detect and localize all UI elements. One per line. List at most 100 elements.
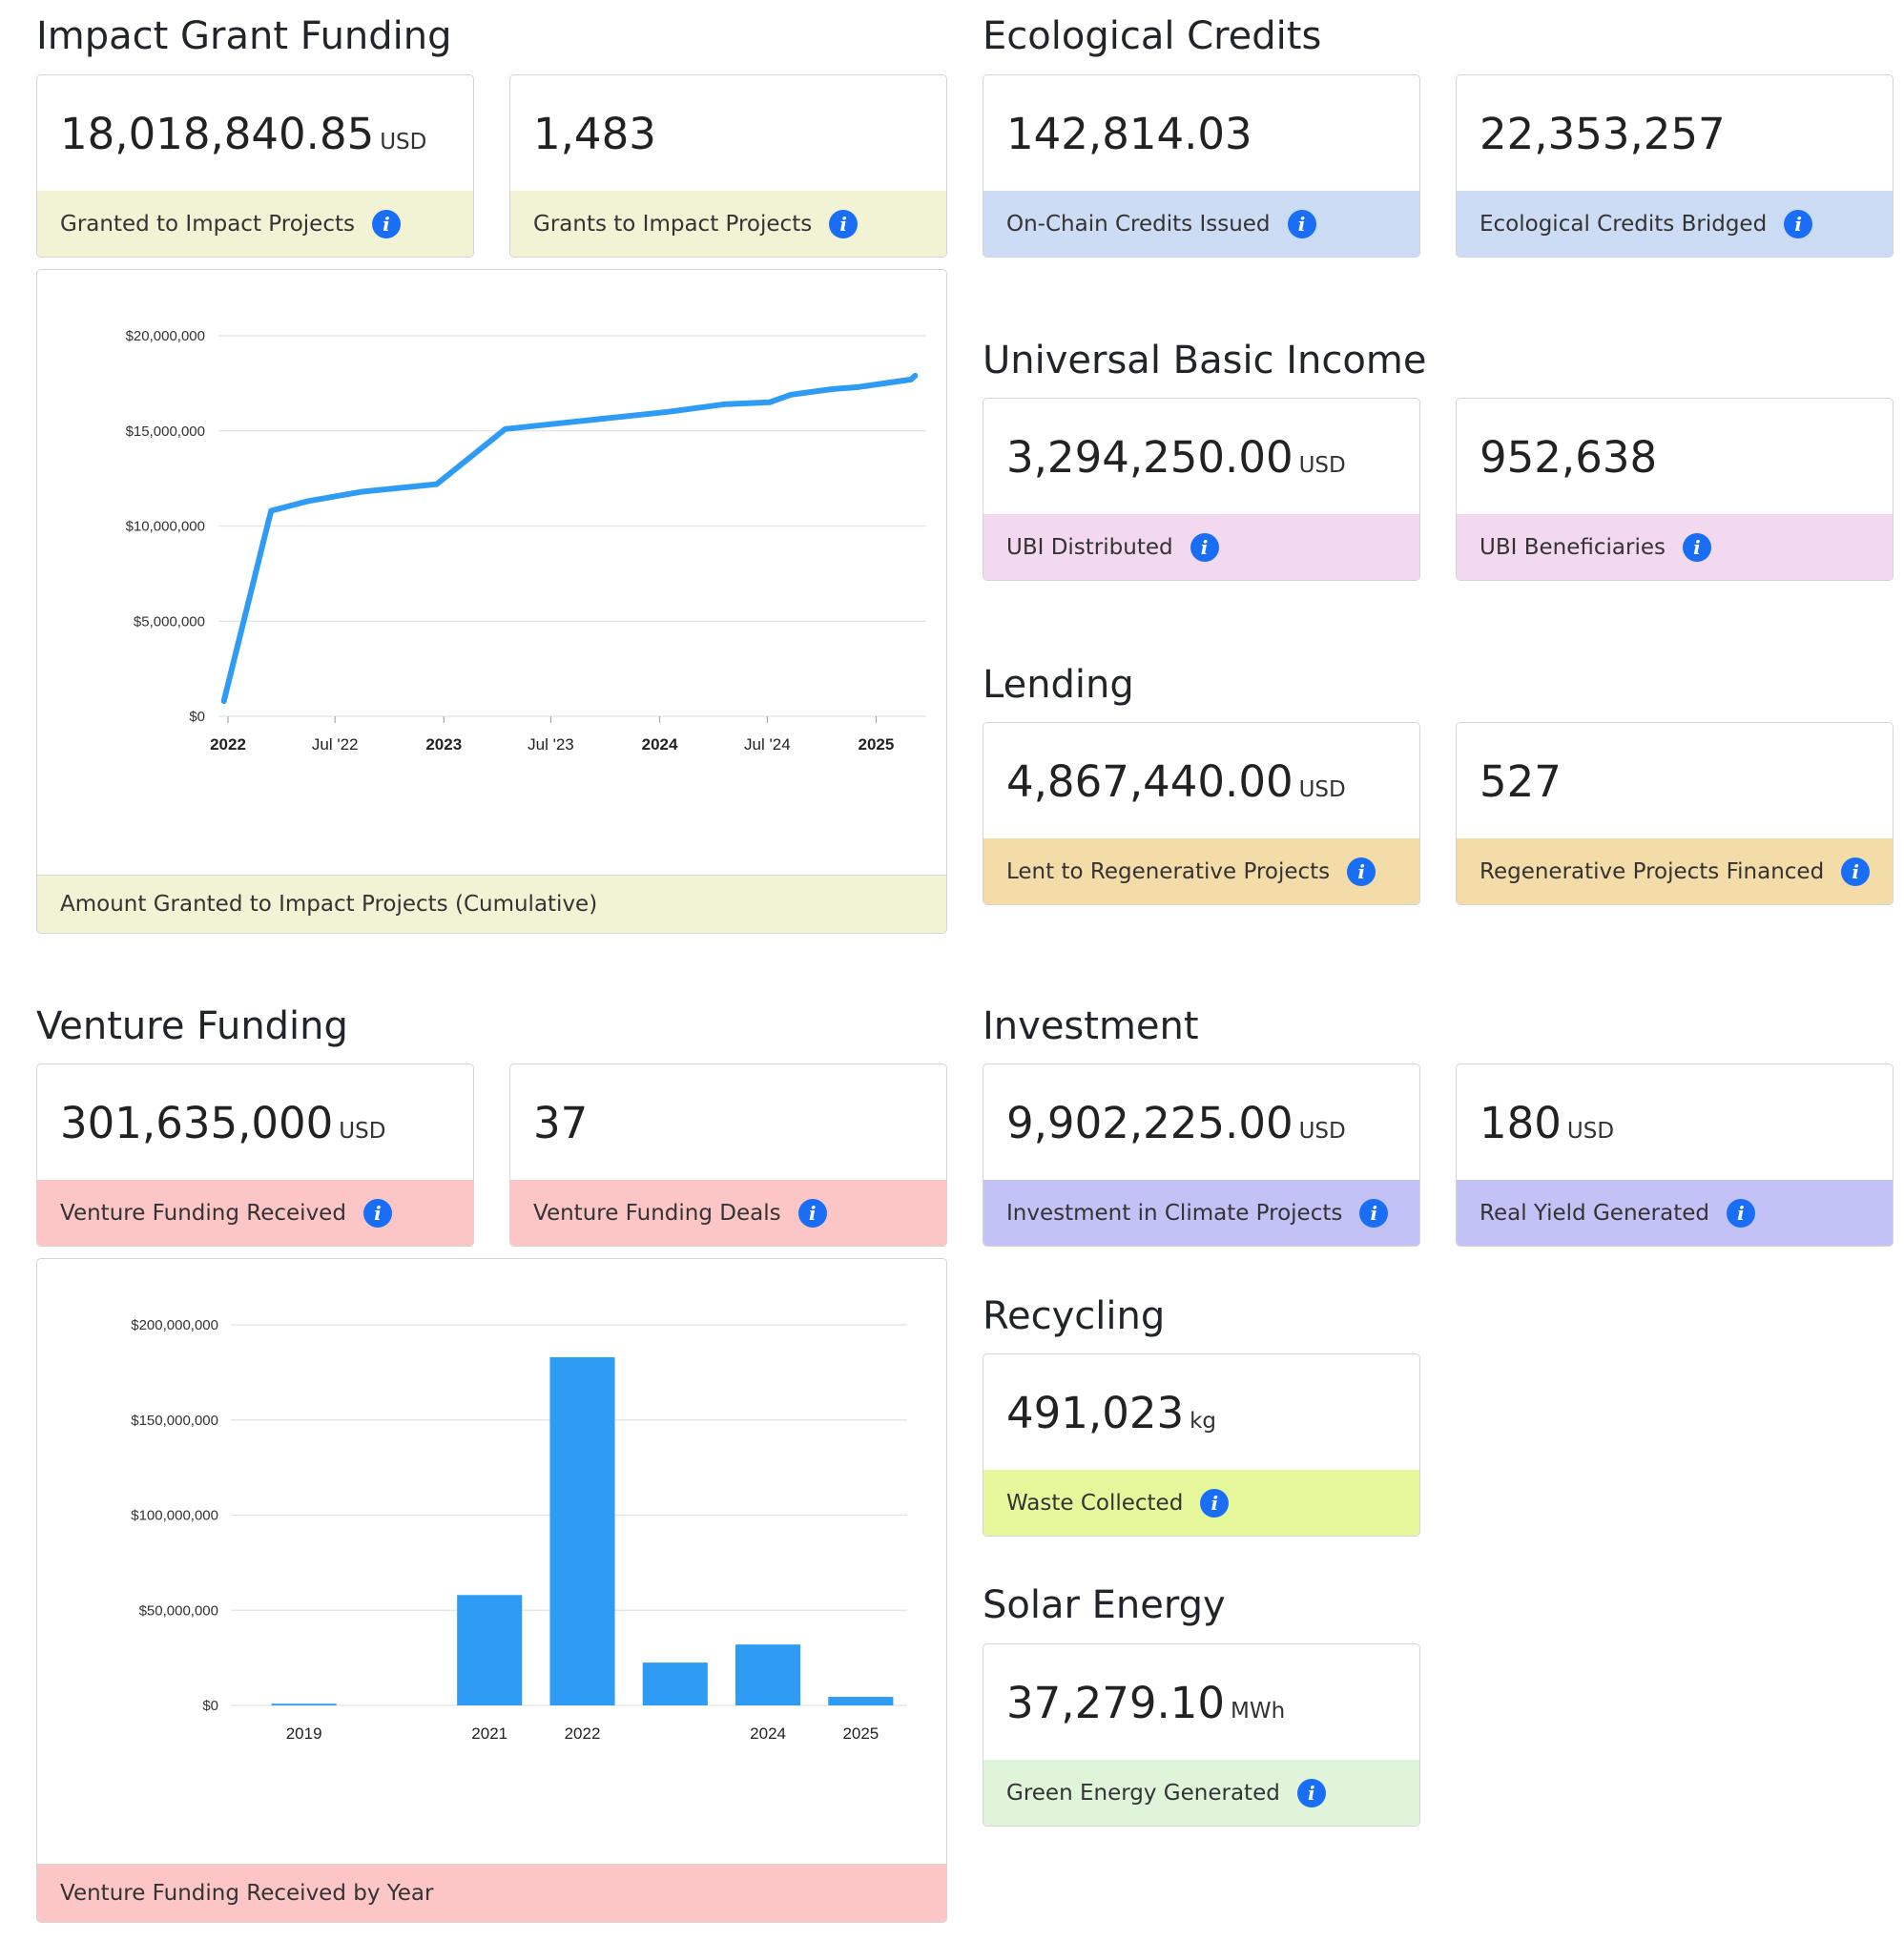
stat-unit: USD <box>1298 453 1346 478</box>
stat-unit: USD <box>380 130 427 155</box>
stat-number: 9,902,225.00 <box>1006 1098 1293 1148</box>
stat-label-bar: Ecological Credits Bridged i <box>1457 191 1893 257</box>
bar <box>735 1644 801 1705</box>
bar <box>549 1356 615 1705</box>
stat-value: 18,018,840.85 USD <box>60 108 426 169</box>
stat-label: Real Yield Generated <box>1480 1200 1709 1226</box>
stat-label-bar: Real Yield Generated i <box>1457 1180 1893 1246</box>
section-title-investment: Investment <box>983 1004 1199 1048</box>
stat-label-bar: Grants to Impact Projects i <box>510 191 946 257</box>
x-tick-label: 2025 <box>842 1724 879 1743</box>
stat-number: 1,483 <box>533 109 656 159</box>
stat-label-bar: On-Chain Credits Issued i <box>983 191 1419 257</box>
info-icon[interactable]: i <box>1784 209 1813 238</box>
info-icon[interactable]: i <box>1296 1778 1326 1807</box>
stat-label: Investment in Climate Projects <box>1006 1200 1343 1226</box>
stat-value-area: 9,902,225.00 USD <box>983 1064 1419 1181</box>
stat-unit: USD <box>1566 1119 1615 1144</box>
info-icon[interactable]: i <box>1359 1198 1389 1228</box>
x-tick-label: Jul '23 <box>528 735 574 754</box>
stat-card-venture-funding-deals: 37 Venture Funding Deals i <box>509 1063 947 1247</box>
bar <box>271 1704 337 1705</box>
x-tick-label: Jul '24 <box>744 735 791 754</box>
stat-value: 301,635,000 USD <box>60 1097 385 1158</box>
cumulative-grants-line-chart: $0 $5,000,000 $10,000,000 $15,000,000 $20,00… <box>126 328 926 754</box>
stat-card-on-chain-credits-issued: 142,814.03 On-Chain Credits Issued i <box>983 74 1420 258</box>
stat-label-bar: UBI Beneficiaries i <box>1457 514 1893 580</box>
stat-label: UBI Distributed <box>1006 534 1173 560</box>
info-icon[interactable]: i <box>1287 209 1316 238</box>
stat-card-waste-collected: 491,023 kg Waste Collected i <box>983 1353 1420 1537</box>
stat-label: Granted to Impact Projects <box>60 211 355 237</box>
stat-label-bar: Investment in Climate Projects i <box>983 1180 1419 1246</box>
chart-caption: Venture Funding Received by Year <box>60 1881 434 1906</box>
bar <box>457 1595 523 1705</box>
stat-value-area: 37,279.10 MWh <box>983 1644 1419 1761</box>
stat-value: 1,483 <box>533 108 656 161</box>
x-tick-label: 2019 <box>286 1724 322 1743</box>
stat-label: On-Chain Credits Issued <box>1006 211 1271 237</box>
stat-value-area: 301,635,000 USD <box>37 1064 473 1181</box>
stat-unit: USD <box>339 1119 386 1144</box>
y-tick-label: $10,000,000 <box>126 519 205 535</box>
y-tick-label: $15,000,000 <box>126 423 205 440</box>
stat-label-bar: Lent to Regenerative Projects i <box>983 838 1419 904</box>
info-icon[interactable]: i <box>1190 532 1219 562</box>
stat-number: 18,018,840.85 <box>60 109 375 159</box>
y-tick-label: $100,000,000 <box>131 1508 218 1524</box>
stat-value: 491,023 kg <box>1006 1387 1216 1448</box>
stat-card-investment-in-climate-projects: 9,902,225.00 USD Investment in Climate Pr… <box>983 1063 1420 1247</box>
info-icon[interactable]: i <box>1347 857 1376 886</box>
stat-card-granted-to-impact-projects: 18,018,840.85 USD Granted to Impact Proje… <box>36 74 474 258</box>
info-icon[interactable]: i <box>371 209 401 238</box>
stat-value-area: 18,018,840.85 USD <box>37 75 473 192</box>
stat-label-bar: Venture Funding Deals i <box>510 1180 946 1246</box>
stat-value-area: 37 <box>510 1064 946 1181</box>
info-icon[interactable]: i <box>1726 1198 1755 1228</box>
section-title-solar-energy: Solar Energy <box>983 1583 1226 1627</box>
stat-value-area: 180 USD <box>1457 1064 1893 1181</box>
stat-value: 4,867,440.00 USD <box>1006 755 1346 816</box>
x-tick-label: 2022 <box>210 735 246 754</box>
y-tick-label: $20,000,000 <box>126 328 205 344</box>
stat-card-green-energy-generated: 37,279.10 MWh Green Energy Generated i <box>983 1643 1420 1827</box>
info-icon[interactable]: i <box>1841 857 1871 886</box>
stat-value-area: 491,023 kg <box>983 1354 1419 1471</box>
stat-value-area: 952,638 <box>1457 399 1893 515</box>
stat-card-real-yield-generated: 180 USD Real Yield Generated i <box>1456 1063 1894 1247</box>
y-tick-label: $0 <box>202 1698 218 1714</box>
chart-caption-bar: Amount Granted to Impact Projects (Cumul… <box>37 875 946 933</box>
stat-value-area: 1,483 <box>510 75 946 192</box>
stat-number: 142,814.03 <box>1006 109 1252 159</box>
stat-value: 37 <box>533 1097 588 1150</box>
stat-value: 527 <box>1480 755 1562 809</box>
info-icon[interactable]: i <box>797 1198 827 1228</box>
x-tick-label: 2023 <box>425 735 462 754</box>
stat-label: UBI Beneficiaries <box>1480 534 1666 560</box>
stat-label: Lent to Regenerative Projects <box>1006 858 1331 884</box>
stat-number: 37,279.10 <box>1006 1678 1226 1728</box>
info-icon[interactable]: i <box>1682 532 1711 562</box>
stat-label: Venture Funding Received <box>60 1200 346 1226</box>
stat-unit: USD <box>1298 777 1346 802</box>
bar <box>828 1697 894 1705</box>
stat-number: 491,023 <box>1006 1388 1185 1438</box>
bar <box>642 1662 708 1705</box>
x-tick-label: Jul '22 <box>312 735 359 754</box>
stat-number: 4,867,440.00 <box>1006 756 1293 807</box>
info-icon[interactable]: i <box>829 209 859 238</box>
stat-label-bar: UBI Distributed i <box>983 514 1419 580</box>
stat-label-bar: Green Energy Generated i <box>983 1760 1419 1826</box>
info-icon[interactable]: i <box>362 1198 392 1228</box>
y-tick-label: $0 <box>189 709 205 725</box>
y-tick-label: $50,000,000 <box>139 1602 218 1619</box>
stat-number: 22,353,257 <box>1480 109 1726 159</box>
info-icon[interactable]: i <box>1200 1488 1230 1518</box>
stat-card-ecological-credits-bridged: 22,353,257 Ecological Credits Bridged i <box>1456 74 1894 258</box>
stat-unit: USD <box>1298 1119 1346 1144</box>
stat-label: Venture Funding Deals <box>533 1200 781 1226</box>
section-title-lending: Lending <box>983 663 1134 707</box>
section-title-impact-grant-funding: Impact Grant Funding <box>36 14 452 58</box>
section-title-recycling: Recycling <box>983 1294 1166 1338</box>
stat-number: 3,294,250.00 <box>1006 432 1293 483</box>
